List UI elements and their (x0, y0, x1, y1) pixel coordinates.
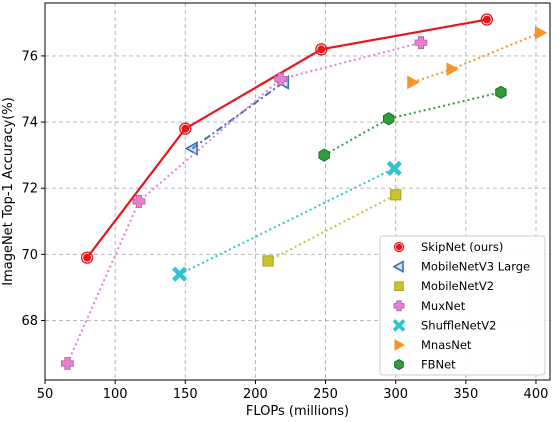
x-axis-label: FLOPs (millions) (246, 404, 349, 419)
data-point (382, 112, 395, 126)
legend-marker (394, 359, 404, 371)
series-fbnet (318, 85, 507, 162)
legend-label: MuxNet (421, 299, 466, 313)
legend-label: ShuffleNetV2 (421, 318, 496, 332)
series-line (412, 31, 541, 84)
series-layer (61, 13, 548, 370)
series-mobilenetv2 (262, 189, 402, 267)
data-point (414, 36, 428, 50)
legend-marker (392, 319, 406, 332)
legend-entry: SkipNet (ours) (393, 240, 503, 254)
series-mobilenetv3-large (184, 75, 290, 156)
data-point (80, 251, 94, 264)
legend-label: FBNet (421, 358, 456, 372)
legend: SkipNet (ours) MobileNetV3 Large MobileNet… (379, 235, 546, 376)
data-point (61, 357, 74, 370)
x-tick-label: 350 (453, 387, 478, 402)
legend-marker (394, 281, 404, 291)
legend-label: MobileNetV3 Large (421, 260, 530, 274)
series-skipnet-ours (80, 13, 494, 264)
data-point (132, 195, 146, 208)
legend-marker (392, 260, 404, 273)
legend-label: MnasNet (421, 338, 472, 352)
y-tick-label: 68 (21, 314, 38, 329)
data-point (318, 148, 330, 162)
x-tick-label: 250 (313, 387, 338, 402)
series-muxnet (61, 36, 428, 370)
series-line (267, 193, 397, 262)
legend-entry: FBNet (394, 358, 456, 372)
series-line (323, 91, 502, 156)
y-tick-label: 74 (21, 116, 38, 131)
legend-entry: MnasNet (394, 338, 472, 352)
plot-frame (44, 2, 551, 381)
series-shufflenetv2 (172, 160, 402, 282)
legend-entry: MuxNet (393, 299, 466, 313)
y-tick-label: 70 (21, 248, 38, 263)
tick-layer: 50 100 150 200 250 300 350 400 68 70 72 74 76 (21, 49, 548, 402)
series-line (66, 41, 422, 364)
data-point (315, 43, 328, 56)
data-point (446, 62, 459, 76)
legend-marker (393, 241, 405, 253)
y-tick-label: 72 (21, 182, 38, 197)
data-point (390, 189, 402, 201)
legend-entry: MobileNetV2 (394, 279, 494, 293)
series-line (179, 167, 395, 276)
data-point (179, 122, 192, 135)
x-tick-label: 400 (524, 387, 549, 402)
data-point (274, 72, 288, 86)
x-tick-label: 200 (243, 387, 268, 402)
series-mnasnet (407, 25, 548, 90)
data-point (172, 266, 188, 282)
data-point (480, 13, 494, 26)
data-point (184, 141, 198, 156)
y-axis-label: ImageNet Top-1 Accuracy(%) (1, 97, 16, 286)
x-tick-label: 100 (103, 387, 128, 402)
legend-box (379, 235, 546, 376)
legend-entry: MobileNetV3 Large (392, 260, 530, 274)
x-tick-label: 300 (383, 387, 408, 402)
y-tick-label: 76 (21, 49, 38, 64)
legend-label: MobileNetV2 (421, 279, 494, 293)
data-point (534, 25, 548, 40)
legend-label: SkipNet (ours) (421, 240, 503, 254)
data-point (386, 160, 402, 176)
legend-marker (393, 300, 405, 312)
x-tick-label: 50 (37, 387, 54, 402)
data-point (262, 255, 274, 267)
data-point (495, 85, 507, 99)
legend-entry: ShuffleNetV2 (392, 318, 496, 332)
series-line (86, 18, 488, 259)
legend-marker (394, 339, 406, 351)
data-point (407, 75, 420, 90)
series-line (191, 81, 285, 150)
x-tick-label: 150 (173, 387, 198, 402)
